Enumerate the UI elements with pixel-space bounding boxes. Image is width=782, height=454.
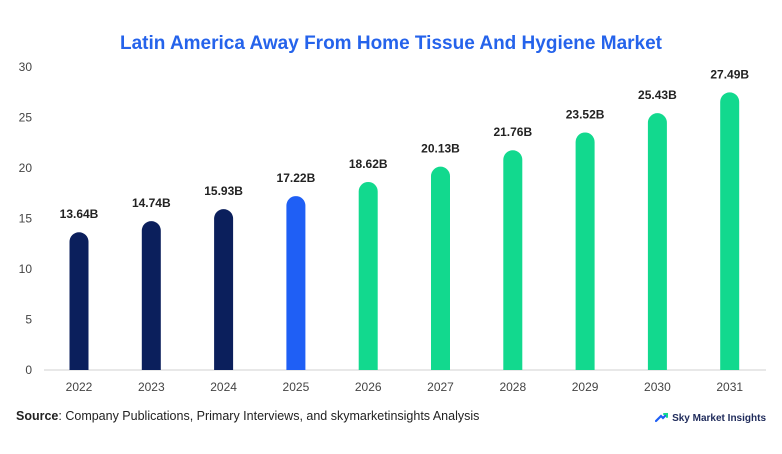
y-tick-label: 20	[19, 161, 33, 175]
value-labels: 13.64B 14.74B 15.93B 17.22B 18.62B 20.13B 21.7…	[60, 67, 750, 221]
y-tick-label: 10	[19, 262, 33, 276]
x-axis-tick-labels: 2022 2023 2024 2025 2026 2027 2028 2029 2030 2031	[66, 380, 744, 394]
bar-2030	[647, 113, 667, 370]
x-tick-label-2023: 2023	[138, 380, 165, 394]
x-tick-label-2025: 2025	[283, 380, 310, 394]
bar-2022	[69, 232, 89, 370]
x-tick-label-2024: 2024	[210, 380, 237, 394]
bar-2027	[431, 166, 450, 370]
value-label-2023: 14.74B	[132, 196, 171, 210]
brand-logo: Sky Market Insights	[655, 412, 766, 425]
bars	[69, 92, 740, 370]
y-axis-ticks: 0 5 10 15 20 25 30	[19, 60, 33, 377]
bar-2031	[720, 92, 740, 370]
chart-title: Latin America Away From Home Tissue And …	[119, 33, 662, 54]
y-tick-label: 30	[19, 60, 33, 74]
value-label-2027: 20.13B	[421, 142, 460, 156]
x-tick-label-2030: 2030	[644, 380, 671, 394]
bar-2029	[575, 132, 595, 370]
brand-name: Sky Market Insights	[672, 413, 766, 424]
value-label-2028: 21.76B	[493, 125, 532, 139]
y-tick-label: 5	[25, 313, 32, 327]
bar-2025	[286, 196, 306, 370]
value-label-2031: 27.49B	[710, 67, 749, 81]
y-tick-label: 0	[25, 363, 32, 377]
y-tick-label: 25	[19, 111, 33, 125]
x-tick-label-2027: 2027	[427, 380, 454, 394]
bar-2023	[141, 221, 161, 370]
x-tick-label-2026: 2026	[355, 380, 382, 394]
bar-2024	[214, 209, 234, 370]
value-label-2026: 18.62B	[349, 157, 388, 171]
sky-market-insights-logo-icon	[655, 412, 669, 423]
value-label-2030: 25.43B	[638, 88, 677, 102]
source-note: Source: Company Publications, Primary In…	[16, 409, 479, 423]
source-text: : Company Publications, Primary Intervie…	[58, 409, 480, 423]
source-label: Source	[16, 409, 59, 423]
bar-2028	[503, 150, 523, 370]
bar-2026	[358, 181, 378, 370]
value-label-2029: 23.52B	[566, 107, 605, 121]
value-label-2022: 13.64B	[60, 207, 99, 221]
value-label-2025: 17.22B	[277, 171, 316, 185]
x-tick-label-2028: 2028	[499, 380, 526, 394]
x-tick-label-2031: 2031	[716, 380, 743, 394]
value-label-2024: 15.93B	[204, 184, 243, 198]
x-tick-label-2022: 2022	[66, 380, 93, 394]
x-tick-label-2029: 2029	[572, 380, 599, 394]
y-tick-label: 15	[19, 212, 33, 226]
